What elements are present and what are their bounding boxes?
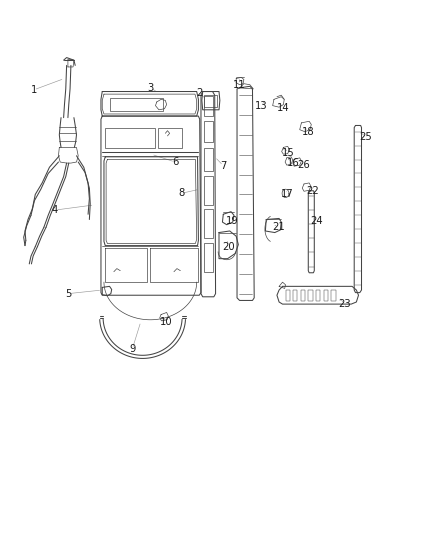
- Bar: [204, 122, 213, 142]
- Bar: [204, 176, 213, 205]
- Bar: [316, 290, 320, 302]
- Bar: [158, 127, 182, 149]
- Bar: [204, 96, 213, 116]
- Text: 6: 6: [172, 157, 178, 167]
- Text: 10: 10: [160, 317, 173, 327]
- Text: 18: 18: [302, 127, 314, 137]
- Text: 7: 7: [220, 160, 226, 171]
- Bar: [308, 290, 313, 302]
- Bar: [204, 209, 213, 238]
- Text: 21: 21: [272, 222, 285, 232]
- Bar: [324, 290, 328, 302]
- Bar: [204, 243, 213, 272]
- Bar: [110, 98, 163, 111]
- Text: 14: 14: [277, 103, 290, 113]
- Text: 16: 16: [286, 158, 299, 168]
- Text: 3: 3: [147, 83, 153, 93]
- Text: 4: 4: [52, 205, 58, 215]
- Bar: [332, 290, 336, 302]
- Text: 24: 24: [311, 215, 323, 225]
- Text: 13: 13: [255, 101, 267, 111]
- Bar: [204, 148, 213, 172]
- Text: 19: 19: [226, 215, 238, 225]
- Text: 9: 9: [129, 344, 135, 354]
- Bar: [300, 290, 305, 302]
- Text: 5: 5: [65, 289, 71, 298]
- Text: 8: 8: [178, 188, 184, 198]
- Text: 22: 22: [306, 186, 319, 196]
- Bar: [293, 290, 297, 302]
- Text: 23: 23: [338, 299, 351, 309]
- Text: 2: 2: [197, 88, 203, 98]
- Text: 11: 11: [233, 80, 246, 90]
- Bar: [286, 290, 290, 302]
- Bar: [105, 127, 155, 149]
- Text: 26: 26: [297, 160, 311, 169]
- Text: 15: 15: [282, 148, 295, 158]
- Text: 25: 25: [360, 132, 372, 142]
- Text: 17: 17: [281, 189, 294, 199]
- Text: 1: 1: [30, 85, 37, 95]
- Text: 20: 20: [222, 241, 235, 252]
- Bar: [205, 95, 217, 107]
